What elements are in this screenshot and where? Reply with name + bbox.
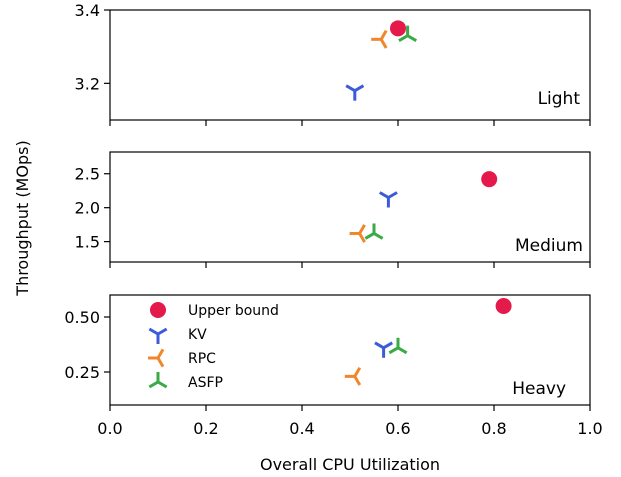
panels-layer: 3.23.4Light1.52.02.5Medium0.250.50Heavy0… — [64, 1, 602, 438]
point-kv-light — [345, 84, 365, 101]
legend-item-upper-bound: Upper bound — [150, 302, 279, 319]
x-tick-label: 1.0 — [577, 419, 602, 438]
point-kv-medium — [378, 191, 398, 208]
legend-marker-upper-bound — [150, 302, 166, 318]
panel-medium: 1.5 2.0 2.5 Medium — [75, 151, 591, 268]
legend-item-kv: KV — [148, 327, 207, 344]
point-asfp-heavy — [388, 337, 408, 355]
x-tick-label: 0.0 — [97, 419, 122, 438]
x-tick-label: 0.6 — [385, 419, 410, 438]
x-axis-title: Overall CPU Utilization — [260, 455, 440, 474]
legend-label: RPC — [188, 351, 216, 367]
panel-frame — [109, 151, 591, 263]
point-rpc-light — [371, 29, 388, 49]
panel-label: Medium — [515, 236, 583, 256]
legend-label: Upper bound — [188, 303, 279, 319]
legend-item-asfp: ASFP — [148, 372, 223, 391]
y-tick-label: 2.0 — [75, 199, 100, 218]
legend: Upper bound KV RPC ASFP — [148, 302, 279, 391]
point-rpc-heavy — [344, 366, 362, 386]
panel-light: 3.2 3.4 Light — [75, 1, 591, 126]
legend-label: ASFP — [188, 375, 223, 391]
point-asfp-light — [398, 25, 418, 42]
legend-marker-kv — [148, 327, 168, 344]
x-tick-label: 0.8 — [481, 419, 506, 438]
point-upper-bound-heavy — [495, 298, 512, 314]
y-tick-label: 2.5 — [75, 165, 100, 184]
point-asfp-medium — [364, 223, 384, 240]
y-tick-label: 0.50 — [64, 308, 100, 327]
y-tick-label: 0.25 — [64, 363, 100, 382]
point-upper-bound-medium — [481, 171, 498, 188]
y-tick-label: 1.5 — [75, 233, 100, 252]
panel-frame — [109, 9, 591, 121]
y-axis-title: Throughput (MOps) — [13, 140, 32, 296]
panel-label: Heavy — [512, 379, 566, 399]
legend-marker-asfp — [148, 372, 168, 389]
y-tick-label: 3.4 — [75, 1, 100, 20]
point-upper-bound-light — [390, 20, 406, 37]
x-tick-label: 0.2 — [193, 419, 218, 438]
legend-marker-rpc — [148, 348, 165, 368]
panel-heavy: 0.25 0.50 Heavy — [64, 294, 591, 411]
legend-item-rpc: RPC — [148, 348, 216, 368]
point-rpc-medium — [349, 224, 366, 243]
panel-label: Light — [538, 89, 581, 109]
point-kv-heavy — [374, 341, 394, 358]
legend-label: KV — [188, 327, 207, 343]
x-tick-label: 0.4 — [289, 419, 314, 438]
y-tick-label: 3.2 — [75, 74, 100, 93]
panel-frame — [109, 294, 591, 406]
